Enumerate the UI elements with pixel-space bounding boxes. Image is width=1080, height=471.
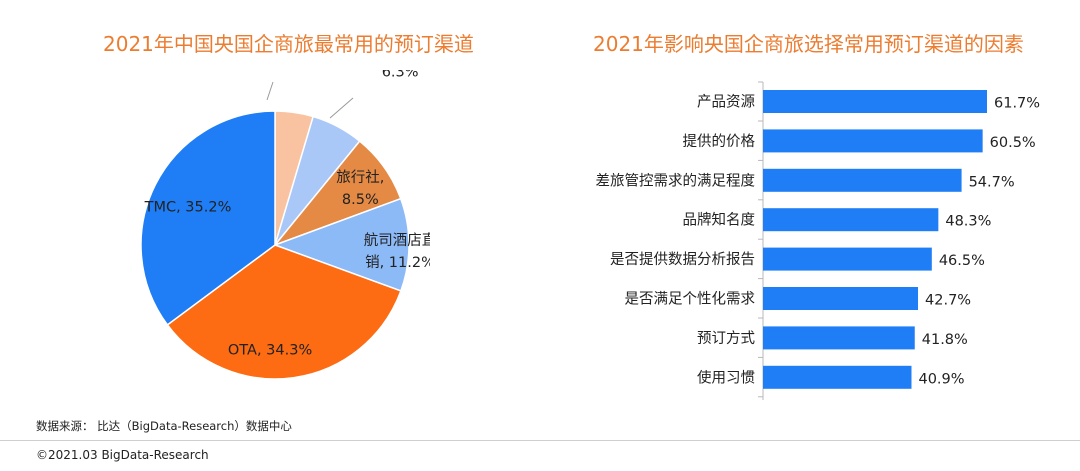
- pie-label-2-1: 8.5%: [342, 192, 379, 208]
- bar-1: [763, 129, 983, 153]
- bar-value-label-5: 42.7%: [925, 293, 971, 309]
- bar-5: [763, 287, 919, 310]
- bar-6: [763, 326, 915, 350]
- bar-chart-title: 2021年影响央国企商旅选择常用预订渠道的因素: [593, 32, 1024, 56]
- pie-label-3-0: 航司酒店直: [364, 232, 430, 249]
- bar-value-label-6: 41.8%: [922, 332, 968, 348]
- bar-category-label-6: 预订方式: [697, 330, 755, 347]
- footer-divider: [0, 440, 1080, 441]
- pie-chart-title: 2021年中国央国企商旅最常用的预订渠道: [103, 32, 474, 56]
- copyright-text: ©2021.03 BigData-Research: [36, 448, 209, 462]
- pie-label-4-0: OTA, 34.3%: [228, 342, 312, 358]
- pie-leader-line-1: [329, 97, 354, 119]
- bar-value-label-1: 60.5%: [990, 135, 1036, 151]
- data-source-note: 数据来源： 比达（BigData-Research）数据中心: [36, 419, 292, 433]
- pie-leader-line-0: [266, 81, 274, 101]
- bar-4: [763, 247, 932, 271]
- bar-2: [763, 168, 962, 192]
- pie-slice-5: [140, 110, 276, 326]
- bar-category-label-0: 产品资源: [697, 94, 755, 111]
- bar-value-label-3: 48.3%: [945, 214, 991, 230]
- bar-category-label-1: 提供的价格: [683, 133, 756, 150]
- bar-category-label-3: 品牌知名度: [683, 212, 756, 229]
- bar-category-label-2: 差旅管控需求的满足程度: [596, 172, 756, 189]
- bar-category-label-4: 是否提供数据分析报告: [610, 251, 755, 268]
- pie-label-1-1: 6.3%: [382, 70, 419, 80]
- bar-value-label-2: 54.7%: [969, 174, 1015, 190]
- bar-0: [763, 90, 987, 113]
- pie-label-2-0: 旅行社,: [336, 169, 384, 186]
- bar-3: [763, 208, 939, 232]
- bar-value-label-0: 61.7%: [994, 96, 1040, 112]
- pie-label-5-0: TMC, 35.2%: [144, 199, 232, 215]
- bar-value-label-7: 40.9%: [918, 371, 964, 387]
- pie-label-3-1: 销, 11.2%: [365, 254, 430, 271]
- bar-category-label-7: 使用习惯: [697, 369, 755, 386]
- pie-slice-3: [272, 197, 410, 292]
- bar-value-label-4: 46.5%: [939, 253, 985, 269]
- pie-slice-4: [166, 244, 402, 380]
- bar-chart: 产品资源 61.7% 提供的价格 60.5% 差旅管控需求的满足程度 54.7% 品牌知名度…: [596, 81, 1040, 400]
- bar-7: [763, 365, 912, 389]
- bar-category-label-5: 是否满足个性化需求: [625, 291, 756, 308]
